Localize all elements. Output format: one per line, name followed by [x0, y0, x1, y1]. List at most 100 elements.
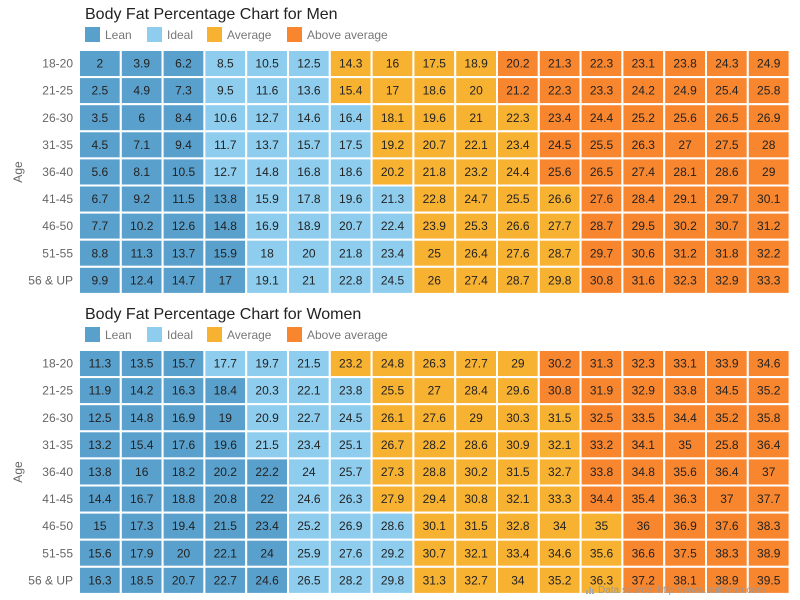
heatmap-cell[interactable] [663, 130, 708, 160]
heatmap-cell[interactable] [579, 265, 624, 295]
heatmap-cell[interactable] [119, 211, 164, 241]
heatmap-cell[interactable] [119, 430, 164, 460]
heatmap-cell[interactable] [203, 430, 248, 460]
heatmap-cell[interactable] [78, 484, 122, 514]
heatmap-cell[interactable] [663, 238, 708, 268]
heatmap-cell[interactable] [412, 265, 457, 295]
data-source-note[interactable]: Data source: http://www.builtlean.com [586, 585, 765, 596]
heatmap-cell[interactable] [370, 430, 415, 460]
heatmap-cell[interactable] [328, 430, 373, 460]
heatmap-cell[interactable] [328, 403, 373, 433]
heatmap-cell[interactable] [161, 430, 206, 460]
heatmap-cell[interactable] [746, 403, 791, 433]
heatmap-cell[interactable] [78, 457, 122, 487]
heatmap-cell[interactable] [161, 238, 206, 268]
heatmap-cell[interactable] [328, 565, 373, 595]
heatmap-cell[interactable] [621, 484, 666, 514]
heatmap-cell[interactable] [663, 349, 708, 379]
heatmap-cell[interactable] [370, 565, 415, 595]
heatmap-cell[interactable] [537, 238, 582, 268]
heatmap-cell[interactable] [78, 211, 122, 241]
legend-item-average[interactable]: Average [207, 327, 272, 342]
heatmap-cell[interactable] [579, 157, 624, 187]
heatmap-cell[interactable] [496, 265, 540, 295]
heatmap-cell[interactable] [496, 457, 540, 487]
heatmap-cell[interactable] [454, 565, 499, 595]
heatmap-cell[interactable] [454, 49, 499, 79]
heatmap-cell[interactable] [119, 76, 164, 106]
heatmap-cell[interactable] [621, 265, 666, 295]
heatmap-cell[interactable] [496, 565, 540, 595]
heatmap-cell[interactable] [537, 376, 582, 406]
heatmap-cell[interactable] [746, 184, 791, 214]
heatmap-cell[interactable] [161, 130, 206, 160]
heatmap-cell[interactable] [621, 103, 666, 133]
heatmap-cell[interactable] [537, 184, 582, 214]
heatmap-cell[interactable] [370, 457, 415, 487]
heatmap-cell[interactable] [203, 457, 248, 487]
heatmap-cell[interactable] [705, 49, 749, 79]
heatmap-cell[interactable] [328, 265, 373, 295]
heatmap-cell[interactable] [370, 484, 415, 514]
heatmap-cell[interactable] [663, 403, 708, 433]
heatmap-cell[interactable] [245, 511, 289, 541]
heatmap-cell[interactable] [537, 103, 582, 133]
heatmap-cell[interactable] [746, 376, 791, 406]
heatmap-cell[interactable] [537, 484, 582, 514]
heatmap-cell[interactable] [161, 565, 206, 595]
heatmap-cell[interactable] [663, 565, 708, 595]
heatmap-cell[interactable] [705, 538, 749, 568]
heatmap-cell[interactable] [746, 430, 791, 460]
legend-item-above-average[interactable]: Above average [287, 327, 388, 342]
heatmap-cell[interactable] [287, 538, 331, 568]
heatmap-cell[interactable] [203, 403, 248, 433]
heatmap-cell[interactable] [746, 457, 791, 487]
heatmap-cell[interactable] [78, 511, 122, 541]
heatmap-cell[interactable] [203, 184, 248, 214]
legend-item-ideal[interactable]: Ideal [147, 27, 193, 42]
heatmap-cell[interactable] [663, 457, 708, 487]
heatmap-cell[interactable] [705, 103, 749, 133]
heatmap-cell[interactable] [161, 184, 206, 214]
heatmap-cell[interactable] [621, 184, 666, 214]
legend-item-ideal[interactable]: Ideal [147, 327, 193, 342]
heatmap-cell[interactable] [746, 265, 791, 295]
legend-item-above-average[interactable]: Above average [287, 27, 388, 42]
heatmap-cell[interactable] [161, 538, 206, 568]
heatmap-cell[interactable] [746, 103, 791, 133]
heatmap-cell[interactable] [119, 565, 164, 595]
heatmap-cell[interactable] [663, 430, 708, 460]
heatmap-cell[interactable] [370, 130, 415, 160]
heatmap-cell[interactable] [78, 157, 122, 187]
heatmap-cell[interactable] [328, 238, 373, 268]
heatmap-cell[interactable] [119, 103, 164, 133]
heatmap-cell[interactable] [454, 511, 499, 541]
heatmap-cell[interactable] [746, 565, 791, 595]
heatmap-cell[interactable] [287, 211, 331, 241]
legend-item-lean[interactable]: Lean [85, 327, 132, 342]
heatmap-cell[interactable] [287, 265, 331, 295]
heatmap-cell[interactable] [621, 211, 666, 241]
heatmap-cell[interactable] [746, 157, 791, 187]
heatmap-cell[interactable] [579, 565, 624, 595]
heatmap-cell[interactable] [287, 184, 331, 214]
heatmap-cell[interactable] [621, 457, 666, 487]
heatmap-cell[interactable] [287, 157, 331, 187]
heatmap-cell[interactable] [579, 130, 624, 160]
heatmap-cell[interactable] [705, 265, 749, 295]
heatmap-cell[interactable] [537, 430, 582, 460]
heatmap-cell[interactable] [579, 238, 624, 268]
heatmap-cell[interactable] [203, 157, 248, 187]
heatmap-cell[interactable] [496, 157, 540, 187]
heatmap-cell[interactable] [746, 130, 791, 160]
heatmap-cell[interactable] [746, 49, 791, 79]
heatmap-cell[interactable] [496, 184, 540, 214]
heatmap-cell[interactable] [579, 484, 624, 514]
heatmap-cell[interactable] [287, 76, 331, 106]
heatmap-cell[interactable] [161, 76, 206, 106]
heatmap-cell[interactable] [119, 238, 164, 268]
legend-item-lean[interactable]: Lean [85, 27, 132, 42]
heatmap-cell[interactable] [78, 265, 122, 295]
heatmap-cell[interactable] [454, 130, 499, 160]
heatmap-cell[interactable] [287, 511, 331, 541]
